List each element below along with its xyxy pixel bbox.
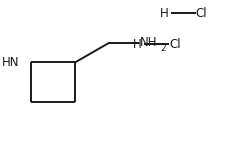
Text: Cl: Cl	[169, 38, 181, 51]
Text: H: H	[133, 38, 142, 51]
Text: 2: 2	[161, 44, 166, 53]
Text: HN: HN	[2, 56, 19, 69]
Text: H: H	[160, 7, 169, 20]
Text: NH: NH	[140, 36, 157, 49]
Text: Cl: Cl	[196, 7, 207, 20]
